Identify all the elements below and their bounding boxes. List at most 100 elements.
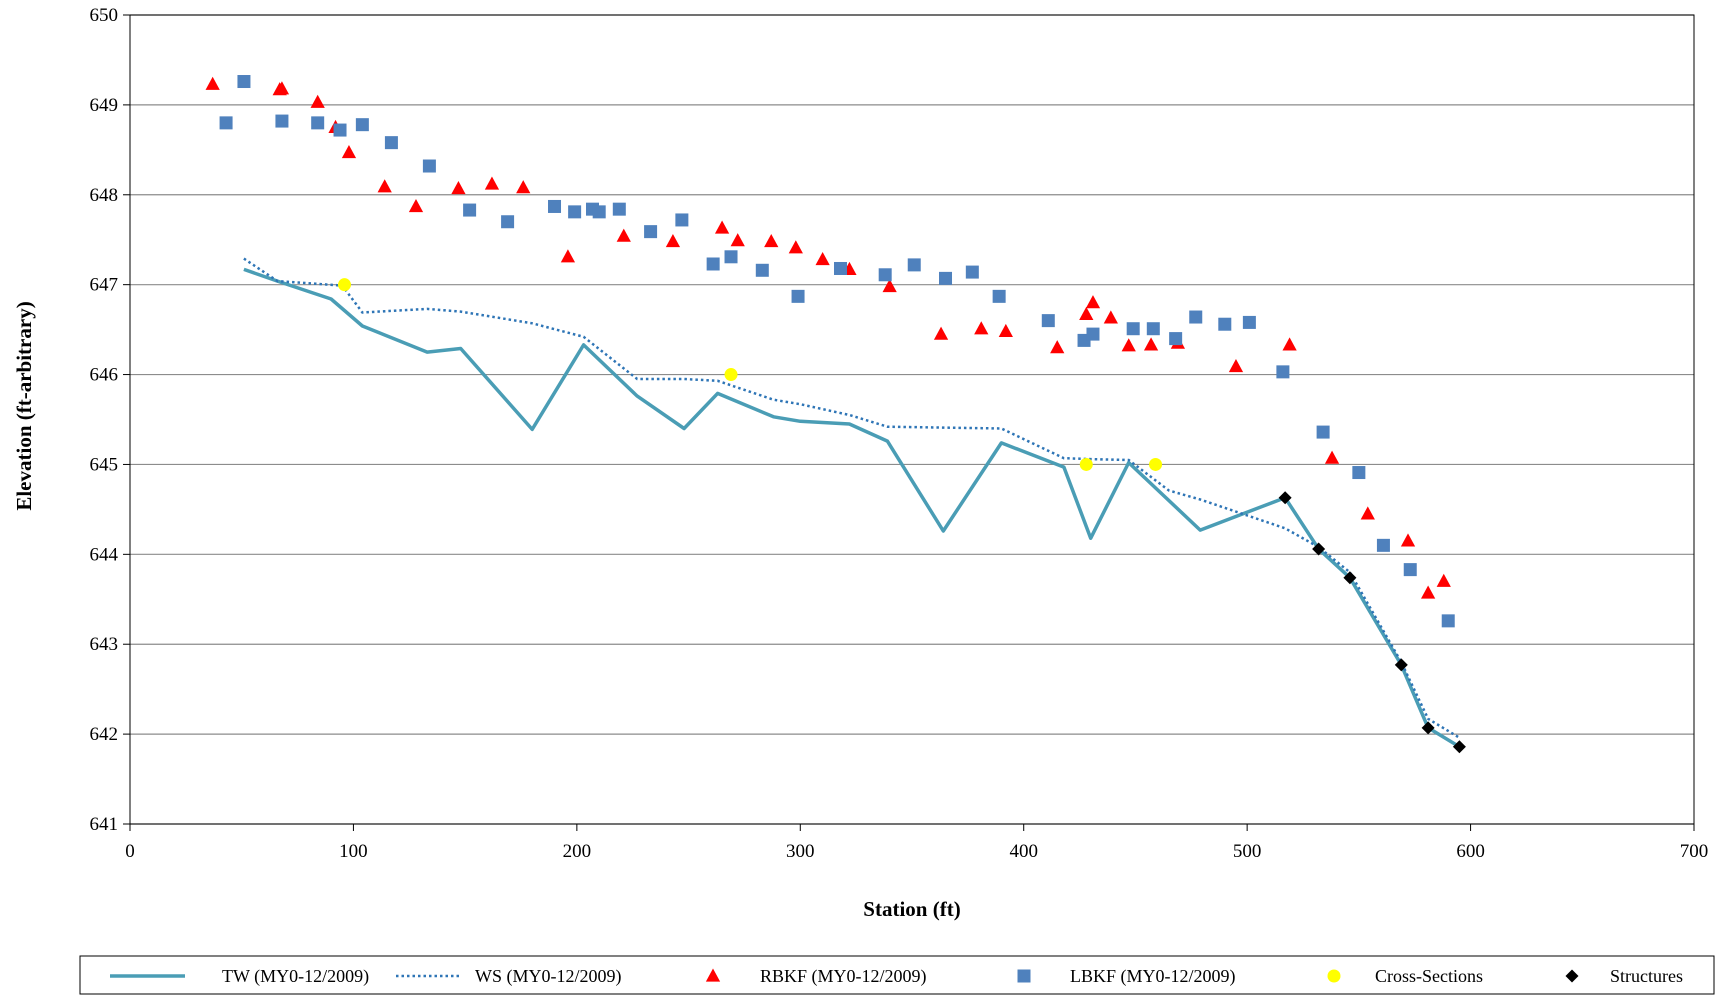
y-tick-label: 644 — [90, 544, 119, 565]
point-rbkf — [1228, 358, 1244, 373]
point-rbkf — [1324, 450, 1340, 464]
point-rbkf — [377, 179, 392, 193]
point-rbkf — [788, 240, 803, 254]
legend-label: Structures — [1610, 966, 1683, 986]
y-tick-label: 645 — [90, 454, 119, 475]
point-rbkf — [730, 233, 745, 247]
point-rbkf — [560, 249, 576, 263]
point-lbkf — [1242, 315, 1256, 329]
legend-label: Cross-Sections — [1375, 966, 1483, 986]
point-rbkf — [516, 180, 531, 194]
point-cross-section — [724, 368, 738, 382]
point-lbkf — [644, 225, 658, 239]
x-tick-label: 500 — [1233, 841, 1262, 862]
legend-label: WS (MY0-12/2009) — [475, 966, 622, 987]
point-rbkf — [310, 94, 325, 108]
point-lbkf — [237, 75, 251, 89]
point-rbkf — [1121, 338, 1136, 352]
point-rbkf — [764, 234, 779, 248]
point-lbkf — [612, 202, 626, 216]
legend-label: TW (MY0-12/2009) — [222, 966, 369, 987]
x-tick-label: 700 — [1680, 841, 1709, 862]
y-tick-label: 646 — [90, 365, 119, 386]
point-rbkf — [205, 76, 220, 90]
point-rbkf — [998, 323, 1013, 338]
point-lbkf — [592, 205, 606, 219]
y-tick-label: 641 — [90, 814, 119, 835]
point-lbkf — [1126, 322, 1140, 336]
y-tick-label: 648 — [90, 185, 119, 206]
y-tick-label: 647 — [90, 275, 119, 296]
grid-lines — [130, 14, 1694, 825]
point-rbkf — [714, 220, 730, 234]
point-lbkf — [907, 258, 921, 272]
point-lbkf — [463, 203, 477, 217]
point-lbkf — [834, 261, 848, 275]
point-rbkf — [484, 176, 500, 190]
point-rbkf — [1282, 337, 1297, 351]
point-structure — [1278, 491, 1292, 505]
point-rbkf — [882, 278, 897, 293]
x-axis-title: Station (ft) — [863, 897, 960, 921]
plot-area — [205, 75, 1466, 754]
point-rbkf — [815, 251, 830, 266]
point-lbkf — [1169, 332, 1183, 346]
y-tick-label: 650 — [90, 5, 119, 26]
plot-border — [129, 14, 1695, 825]
x-tick-label: 400 — [1009, 841, 1038, 862]
y-tick-labels: 641 642 643 644 645 646 647 648 649 650 — [90, 5, 119, 835]
point-lbkf — [1086, 327, 1100, 341]
point-lbkf — [275, 114, 289, 128]
point-lbkf — [1189, 310, 1203, 324]
axes — [123, 14, 1695, 831]
point-rbkf — [274, 81, 290, 95]
point-lbkf — [1352, 466, 1366, 480]
point-structure — [1452, 740, 1466, 754]
point-lbkf — [1041, 314, 1055, 328]
point-lbkf — [755, 263, 769, 277]
point-rbkf — [451, 180, 466, 195]
series-line-tw — [243, 267, 1461, 749]
point-lbkf — [1316, 425, 1330, 439]
point-lbkf — [706, 257, 720, 271]
point-lbkf — [791, 289, 805, 303]
point-cross-section — [1079, 457, 1093, 471]
legend-box — [79, 955, 1715, 995]
point-rbkf — [616, 228, 631, 242]
point-rbkf — [1085, 295, 1101, 309]
series-line-ws — [243, 257, 1461, 739]
point-lbkf — [422, 159, 436, 173]
point-rbkf — [341, 145, 357, 159]
point-lbkf — [333, 123, 347, 137]
x-tick-label: 600 — [1456, 841, 1485, 862]
y-tick-label: 649 — [90, 95, 119, 116]
point-cross-section — [1149, 457, 1163, 471]
point-lbkf — [939, 271, 953, 285]
legend-symbol-lbkf — [1017, 969, 1031, 983]
point-lbkf — [965, 265, 979, 279]
point-lbkf — [384, 136, 398, 150]
legend-symbol-structures — [1565, 969, 1579, 983]
point-rbkf — [408, 198, 424, 213]
legend-label: LBKF (MY0-12/2009) — [1070, 966, 1236, 987]
legend: TW (MY0-12/2009) WS (MY0-12/2009) RBKF (MY… — [79, 955, 1715, 995]
point-structure — [1394, 658, 1408, 672]
point-lbkf — [1218, 317, 1232, 331]
point-rbkf — [1420, 585, 1436, 599]
point-lbkf — [568, 205, 582, 219]
point-structure — [1421, 721, 1435, 735]
legend-label: RBKF (MY0-12/2009) — [760, 966, 927, 987]
legend-symbol-rbkf — [705, 968, 721, 982]
point-lbkf — [675, 213, 689, 227]
point-lbkf — [724, 250, 738, 264]
point-lbkf — [1441, 614, 1455, 628]
point-lbkf — [1403, 563, 1417, 577]
point-rbkf — [665, 234, 681, 248]
point-lbkf — [311, 116, 325, 130]
point-rbkf — [933, 326, 949, 340]
x-tick-label: 300 — [786, 841, 815, 862]
y-tick-label: 642 — [90, 724, 119, 745]
point-structure — [1312, 542, 1326, 556]
x-tick-labels: 0 100 200 300 400 500 600 700 — [125, 841, 1708, 862]
